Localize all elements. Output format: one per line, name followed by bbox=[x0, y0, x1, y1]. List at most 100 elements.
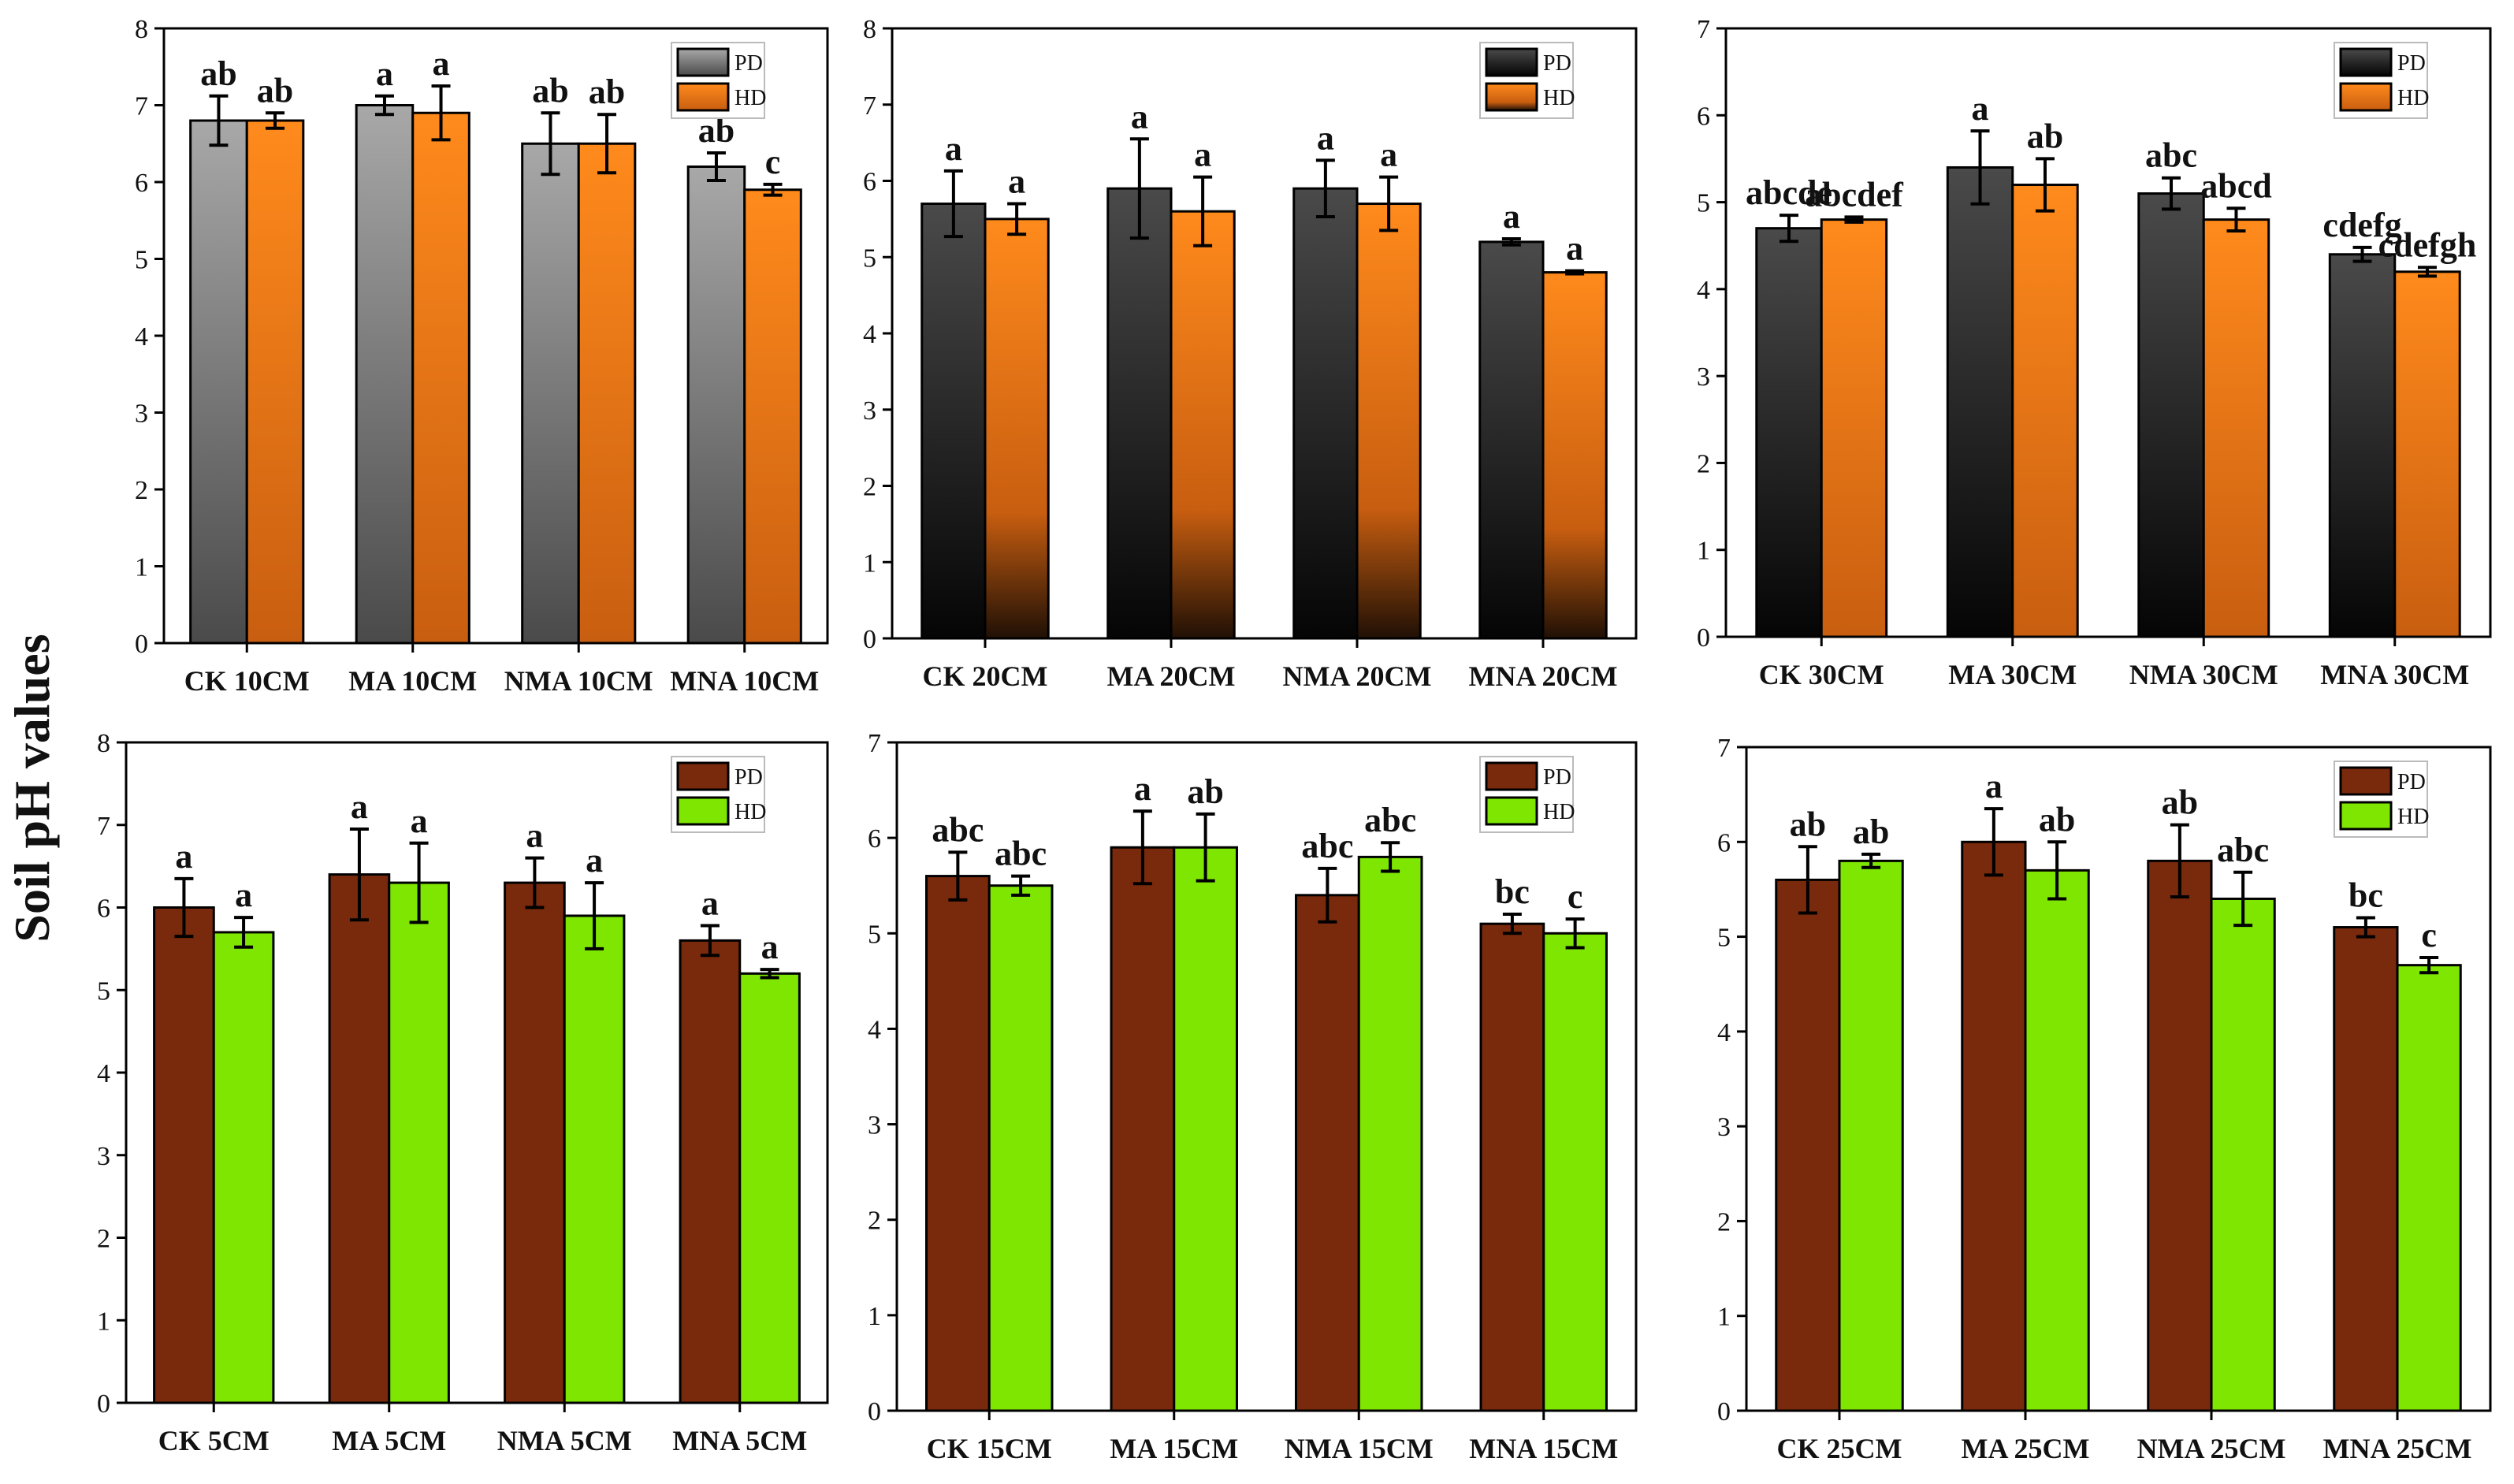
legend-label: HD bbox=[1543, 86, 1575, 110]
x-tick-label: CK 5CM bbox=[158, 1425, 270, 1456]
bar-pd bbox=[1479, 922, 1545, 1412]
significance-label: abc bbox=[1301, 827, 1353, 865]
legend-swatch-hd bbox=[1485, 82, 1538, 112]
legend-swatch-hd bbox=[1485, 796, 1538, 826]
bar-hd bbox=[984, 218, 1050, 640]
y-tick-label: 7 bbox=[1697, 15, 1710, 44]
significance-label: a bbox=[235, 876, 252, 914]
significance-label: ab bbox=[1790, 805, 1826, 843]
bar-pd bbox=[686, 166, 746, 645]
y-tick-label: 3 bbox=[868, 1111, 881, 1140]
legend-swatch-hd bbox=[676, 82, 730, 112]
y-tick-label: 2 bbox=[1717, 1207, 1731, 1237]
x-tick-label: CK 30CM bbox=[1759, 659, 1884, 690]
x-tick-label: MNA 30CM bbox=[2320, 659, 2469, 690]
y-tick-label: 5 bbox=[1697, 189, 1710, 218]
significance-label: abc bbox=[1364, 801, 1416, 839]
legend-label: HD bbox=[2397, 805, 2429, 829]
significance-label: ab bbox=[589, 73, 625, 111]
y-tick-label: 3 bbox=[863, 396, 876, 426]
bar-hd bbox=[388, 881, 450, 1404]
legend-label: PD bbox=[2397, 51, 2426, 76]
legend-label: HD bbox=[734, 800, 766, 824]
y-tick-label: 0 bbox=[135, 630, 148, 659]
significance-label: bc bbox=[2349, 876, 2383, 915]
bar-hd bbox=[577, 142, 637, 645]
y-tick-label: 5 bbox=[863, 244, 876, 273]
significance-label: a bbox=[433, 44, 450, 83]
bar-pd bbox=[2328, 253, 2397, 638]
y-tick-label: 4 bbox=[1717, 1018, 1731, 1047]
significance-label: abcdef bbox=[1805, 175, 1904, 214]
bar-pd bbox=[1755, 227, 1823, 638]
significance-label: a bbox=[351, 787, 368, 826]
bar-hd bbox=[2024, 868, 2090, 1412]
significance-label: abc bbox=[932, 810, 984, 849]
x-tick-label: CK 20CM bbox=[923, 660, 1048, 692]
y-tick-label: 1 bbox=[1697, 537, 1710, 566]
bar-pd bbox=[2137, 192, 2205, 638]
y-tick-label: 6 bbox=[97, 894, 110, 924]
significance-label: c bbox=[1568, 877, 1583, 916]
legend: PD HD bbox=[671, 42, 766, 119]
y-tick-label: 0 bbox=[863, 625, 876, 654]
legend-swatch-pd bbox=[2339, 47, 2393, 77]
y-tick-label: 0 bbox=[1717, 1397, 1731, 1426]
y-tick-label: 3 bbox=[1717, 1113, 1731, 1142]
bar-hd bbox=[1542, 932, 1608, 1412]
bar-pd bbox=[1106, 187, 1173, 640]
y-tick-label: 1 bbox=[1717, 1303, 1731, 1332]
y-tick-label: 7 bbox=[863, 91, 876, 121]
y-tick-label: 0 bbox=[97, 1389, 110, 1419]
legend: PD HD bbox=[1479, 42, 1575, 119]
bar-pd bbox=[189, 119, 248, 645]
bar-pd bbox=[1946, 166, 2014, 638]
legend-label: HD bbox=[734, 86, 766, 110]
x-tick-label: NMA 25CM bbox=[2137, 1433, 2286, 1464]
bar-pd bbox=[521, 142, 580, 645]
chart-panel-p20: 0 1 2 3 4 5 6 7 8 CK 20CM a a MA 20CM a a NMA 20CM a a MNA… bbox=[863, 15, 1638, 692]
y-tick-label: 2 bbox=[868, 1207, 881, 1236]
x-tick-label: NMA 30CM bbox=[2129, 659, 2278, 690]
y-tick-label: 0 bbox=[868, 1397, 881, 1426]
legend: PD HD bbox=[2334, 42, 2429, 119]
bar-hd bbox=[1357, 855, 1423, 1412]
chart-panel-p5: 0 1 2 3 4 5 6 7 8 CK 5CM a a MA 5CM a a NMA 5CM a a MNA 5C… bbox=[97, 729, 829, 1456]
y-tick-label: 5 bbox=[97, 976, 110, 1006]
plot-frame bbox=[1745, 746, 2492, 1412]
bar-pd bbox=[355, 104, 415, 645]
y-tick-label: 0 bbox=[1697, 623, 1710, 653]
bar-pd bbox=[2333, 926, 2399, 1412]
y-tick-label: 5 bbox=[868, 920, 881, 949]
significance-label: a bbox=[1008, 162, 1025, 201]
significance-label: cdefgh bbox=[2378, 225, 2477, 264]
bar-hd bbox=[245, 119, 305, 645]
y-tick-label: 4 bbox=[97, 1059, 110, 1088]
bar-pd bbox=[1478, 240, 1545, 640]
legend-label: PD bbox=[734, 51, 763, 76]
y-tick-label: 2 bbox=[863, 473, 876, 502]
bar-hd bbox=[987, 884, 1054, 1412]
bar-hd bbox=[2393, 270, 2461, 638]
bar-hd bbox=[1356, 203, 1422, 640]
x-tick-label: MA 15CM bbox=[1110, 1433, 1238, 1464]
bar-hd bbox=[1170, 210, 1236, 640]
x-tick-label: MNA 20CM bbox=[1469, 660, 1618, 692]
significance-label: a bbox=[1194, 136, 1211, 174]
bar-pd bbox=[2147, 859, 2213, 1412]
bar-hd bbox=[1541, 271, 1608, 640]
plot-frame bbox=[895, 741, 1638, 1412]
y-tick-label: 7 bbox=[135, 92, 148, 121]
y-tick-label: 2 bbox=[97, 1225, 110, 1254]
x-tick-label: MNA 15CM bbox=[1469, 1433, 1618, 1464]
legend: PD HD bbox=[671, 756, 766, 833]
legend: PD HD bbox=[2334, 761, 2429, 838]
x-tick-label: MA 30CM bbox=[1948, 659, 2077, 690]
y-tick-label: 2 bbox=[1697, 449, 1710, 478]
significance-label: ab bbox=[2027, 117, 2063, 155]
y-tick-label: 4 bbox=[863, 320, 876, 349]
x-tick-label: MA 20CM bbox=[1107, 660, 1236, 692]
y-tick-label: 5 bbox=[135, 246, 148, 275]
